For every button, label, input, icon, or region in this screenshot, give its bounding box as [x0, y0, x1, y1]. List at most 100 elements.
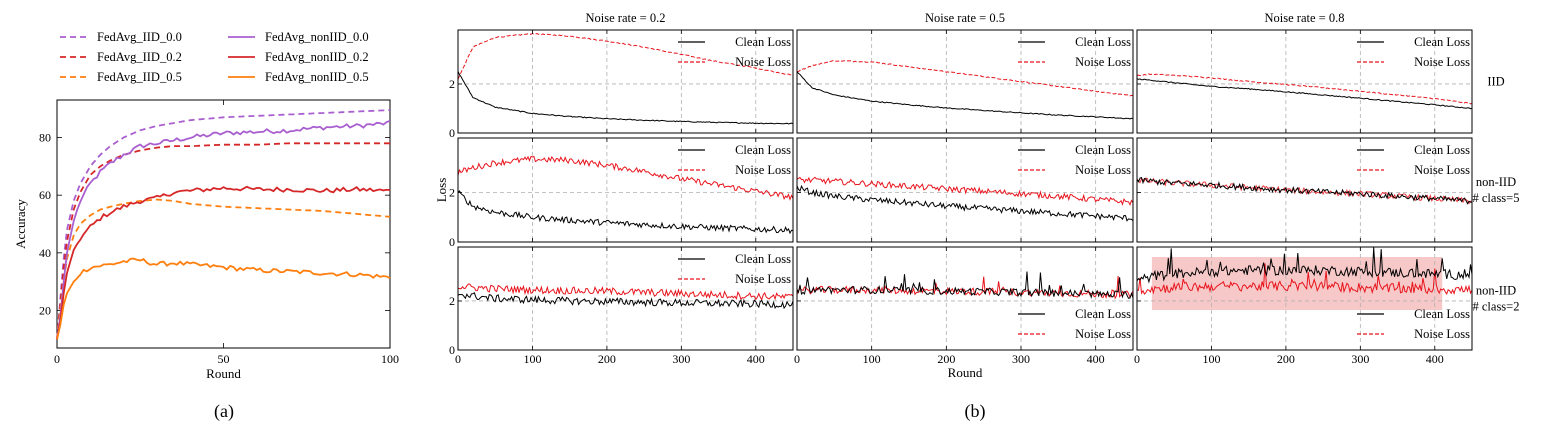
- noise-loss-line: [457, 283, 794, 301]
- clean-loss-line: [457, 190, 794, 235]
- x-tick-label: 400: [747, 352, 765, 366]
- x-tick-label: 0: [794, 352, 800, 366]
- series-line: [56, 257, 391, 340]
- y-tick-label: 20: [39, 304, 51, 318]
- legend-label: FedAvg_nonIID_0.2: [265, 50, 369, 64]
- noise-loss-line: [796, 176, 1134, 206]
- noise-loss-line: [457, 155, 794, 201]
- accuracy-chart: 0 50 100 20 40 60 80 Round Accuracy FedAvg_IID_0.…: [13, 30, 399, 381]
- legend-label: Clean Loss: [735, 143, 791, 157]
- x-tick-label: 300: [672, 352, 690, 366]
- legend-label: Clean Loss: [1414, 307, 1470, 321]
- panel-frame: [457, 137, 794, 243]
- x-axis-title: Round: [948, 365, 983, 380]
- legend-label: FedAvg_nonIID_0.0: [265, 30, 369, 44]
- loss-panel: 0 100 200 300 400 0 2 Clean Loss Noise Loss: [449, 246, 794, 366]
- legend-label: Noise Loss: [735, 163, 791, 177]
- legend-label: FedAvg_IID_0.2: [97, 50, 182, 64]
- noise-loss-line: [796, 59, 1134, 97]
- clean-loss-line: [457, 292, 794, 310]
- loss-panel: Clean Loss Noise Loss: [796, 137, 1134, 243]
- clean-loss-line: [1136, 176, 1473, 205]
- clean-loss-line: [796, 71, 1134, 120]
- x-tick-label: 0: [1134, 352, 1140, 366]
- clean-loss-line: [457, 71, 794, 125]
- x-tick-label: 400: [1087, 352, 1105, 366]
- column-title: Noise rate = 0.8: [1265, 11, 1345, 25]
- plot-frame: [56, 99, 391, 349]
- x-tick-label: 400: [1426, 352, 1444, 366]
- legend-label: FedAvg_IID_0.5: [97, 70, 182, 84]
- x-tick-label: 0: [54, 352, 60, 366]
- loss-panel: Clean Loss Noise Loss: [796, 29, 1134, 134]
- legend-label: Clean Loss: [1075, 35, 1131, 49]
- row-label: non-IID: [1476, 284, 1516, 298]
- loss-panel: 0 100 200 300 400 Clean Loss Noise Loss: [794, 246, 1134, 366]
- legend-label: Clean Loss: [735, 35, 791, 49]
- x-tick-label: 50: [218, 352, 230, 366]
- panel-frame: [1136, 29, 1473, 134]
- series-line: [56, 119, 391, 340]
- y-tick-label: 40: [39, 246, 51, 260]
- x-tick-label: 200: [598, 352, 616, 366]
- row-label: IID: [1487, 75, 1504, 89]
- panel-frame: [796, 246, 1134, 351]
- panel-frame: [1136, 246, 1473, 351]
- series-line: [56, 185, 391, 340]
- x-tick-label: 200: [937, 352, 955, 366]
- legend-label: Clean Loss: [1414, 143, 1470, 157]
- y-axis-title: Loss: [434, 178, 449, 203]
- x-axis-title: Round: [206, 366, 241, 381]
- clean-loss-line: [796, 184, 1134, 222]
- caption-b: (b): [965, 401, 986, 422]
- panel-frame: [1136, 137, 1473, 243]
- legend-label: Clean Loss: [1075, 143, 1131, 157]
- y-tick-label: 60: [39, 188, 51, 202]
- loss-panel: 0 2 Clean Loss Noise Loss: [449, 29, 794, 140]
- legend-label: FedAvg_nonIID_0.5: [265, 70, 369, 84]
- x-tick-label: 100: [381, 352, 399, 366]
- series-line: [56, 142, 390, 340]
- panel-frame: [796, 137, 1134, 243]
- legend-label: Noise Loss: [1414, 55, 1470, 69]
- clean-loss-line: [1136, 247, 1473, 284]
- panel-frame: [796, 29, 1134, 134]
- legend-label: Noise Loss: [1414, 327, 1470, 341]
- clean-loss-line: [796, 271, 1134, 299]
- loss-chart-grid: Noise rate = 0.2 Noise rate = 0.5 Noise ra…: [434, 11, 1519, 380]
- panel-frame: [457, 246, 794, 351]
- x-tick-label: 100: [1202, 352, 1220, 366]
- y-tick-label: 0: [449, 343, 455, 357]
- x-tick-label: 300: [1351, 352, 1369, 366]
- y-tick-label: 0: [449, 126, 455, 140]
- y-tick-label: 0: [449, 235, 455, 249]
- series-line: [56, 198, 391, 340]
- loss-panel: 0 100 200 300 400 Clean Loss Noise Loss: [1134, 246, 1473, 366]
- y-tick-label: 80: [39, 130, 51, 144]
- y-tick-label: 2: [449, 77, 455, 91]
- column-title: Noise rate = 0.2: [586, 11, 666, 25]
- row-label: non-IID: [1476, 175, 1516, 189]
- legend-label: Noise Loss: [735, 272, 791, 286]
- column-title: Noise rate = 0.5: [925, 11, 1005, 25]
- noise-loss-line: [1136, 263, 1473, 296]
- caption-a: (a): [214, 401, 234, 422]
- x-tick-label: 0: [455, 352, 461, 366]
- legend-label: Noise Loss: [1414, 163, 1470, 177]
- legend-label: Noise Loss: [735, 55, 791, 69]
- legend-label: FedAvg_IID_0.0: [97, 30, 182, 44]
- row-label: # class=5: [1473, 191, 1520, 205]
- legend-label: Noise Loss: [1075, 55, 1131, 69]
- noise-loss-line: [1136, 73, 1473, 105]
- legend-label: Noise Loss: [1075, 163, 1131, 177]
- y-tick-label: 2: [449, 185, 455, 199]
- x-tick-label: 100: [523, 352, 541, 366]
- y-tick-label: 2: [449, 294, 455, 308]
- panel-frame: [457, 29, 794, 134]
- legend-label: Clean Loss: [1075, 307, 1131, 321]
- loss-panel: Clean Loss Noise Loss: [1136, 137, 1473, 243]
- legend-label: Noise Loss: [1075, 327, 1131, 341]
- row-label: # class=2: [1473, 300, 1520, 314]
- legend-label: Clean Loss: [735, 252, 791, 266]
